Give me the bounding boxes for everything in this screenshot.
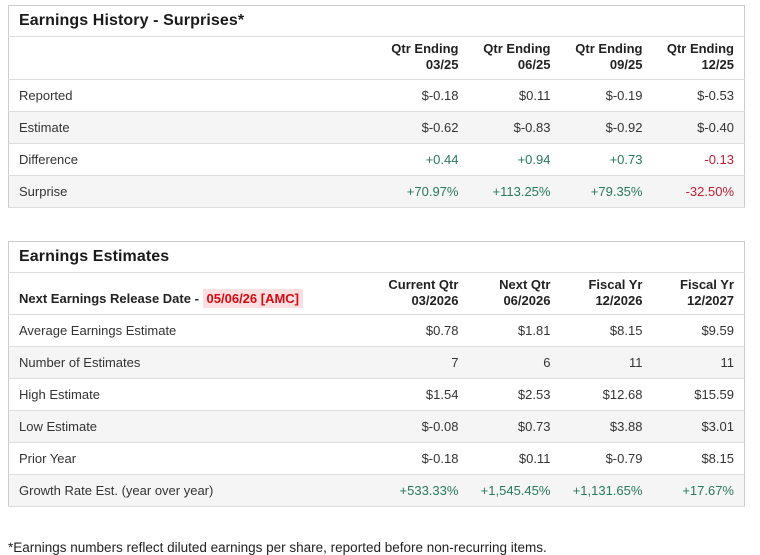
row-label: Average Earnings Estimate xyxy=(8,314,377,347)
table-row-number-of-estimates: Number of Estimates 7 6 11 11 xyxy=(8,346,745,379)
release-date-badge: 05/06/26 [AMC] xyxy=(202,289,304,308)
estimates-col-fiscal-yr-1: Fiscal Yr 12/2026 xyxy=(560,272,653,315)
history-header-spacer xyxy=(8,36,377,80)
cell-value: $12.68 xyxy=(560,378,653,411)
cell-value: +533.33% xyxy=(376,474,469,507)
row-label: Difference xyxy=(8,143,377,176)
cell-value: $-0.18 xyxy=(376,442,469,475)
row-label: Number of Estimates xyxy=(8,346,377,379)
cell-value: $3.88 xyxy=(560,410,653,443)
cell-value: -0.13 xyxy=(652,143,745,176)
cell-value: 11 xyxy=(652,346,745,379)
history-header-row: Qtr Ending 03/25 Qtr Ending 06/25 Qtr En… xyxy=(8,36,745,80)
cell-value: +79.35% xyxy=(560,175,653,208)
cell-value: $-0.40 xyxy=(652,111,745,144)
cell-value: $0.73 xyxy=(468,410,561,443)
earnings-history-table: Earnings History - Surprises* Qtr Ending… xyxy=(8,5,745,208)
table-row-average-estimate: Average Earnings Estimate $0.78 $1.81 $8… xyxy=(8,314,745,347)
cell-value: $-0.79 xyxy=(560,442,653,475)
row-label: Reported xyxy=(8,79,377,112)
cell-value: +0.73 xyxy=(560,143,653,176)
history-col-q2: Qtr Ending 06/25 xyxy=(468,36,561,80)
row-label: Low Estimate xyxy=(8,410,377,443)
cell-value: $-0.18 xyxy=(376,79,469,112)
cell-value: $8.15 xyxy=(652,442,745,475)
history-col-q4: Qtr Ending 12/25 xyxy=(652,36,745,80)
row-label: High Estimate xyxy=(8,378,377,411)
cell-value: 7 xyxy=(376,346,469,379)
cell-value: -32.50% xyxy=(652,175,745,208)
earnings-page: Earnings History - Surprises* Qtr Ending… xyxy=(8,5,745,555)
history-col-q3: Qtr Ending 09/25 xyxy=(560,36,653,80)
row-label: Prior Year xyxy=(8,442,377,475)
cell-value: $-0.92 xyxy=(560,111,653,144)
table-row-surprise: Surprise +70.97% +113.25% +79.35% -32.50… xyxy=(8,175,745,208)
estimates-header-row: Next Earnings Release Date - 05/06/26 [A… xyxy=(8,272,745,315)
table-row-high-estimate: High Estimate $1.54 $2.53 $12.68 $15.59 xyxy=(8,378,745,411)
cell-value: $9.59 xyxy=(652,314,745,347)
table-row-growth-rate: Growth Rate Est. (year over year) +533.3… xyxy=(8,474,745,507)
table-row-reported: Reported $-0.18 $0.11 $-0.19 $-0.53 xyxy=(8,79,745,112)
cell-value: $2.53 xyxy=(468,378,561,411)
earnings-footnote: *Earnings numbers reflect diluted earnin… xyxy=(8,540,547,555)
cell-value: +0.44 xyxy=(376,143,469,176)
row-label: Estimate xyxy=(8,111,377,144)
cell-value: +0.94 xyxy=(468,143,561,176)
cell-value: $15.59 xyxy=(652,378,745,411)
estimates-col-next-qtr: Next Qtr 06/2026 xyxy=(468,272,561,315)
cell-value: $1.54 xyxy=(376,378,469,411)
earnings-estimates-title: Earnings Estimates xyxy=(8,241,745,273)
cell-value: $3.01 xyxy=(652,410,745,443)
cell-value: $1.81 xyxy=(468,314,561,347)
cell-value: +17.67% xyxy=(652,474,745,507)
cell-value: +1,545.45% xyxy=(468,474,561,507)
history-col-q1: Qtr Ending 03/25 xyxy=(376,36,469,80)
cell-value: $8.15 xyxy=(560,314,653,347)
cell-value: +1,131.65% xyxy=(560,474,653,507)
table-row-prior-year: Prior Year $-0.18 $0.11 $-0.79 $8.15 xyxy=(8,442,745,475)
earnings-history-title: Earnings History - Surprises* xyxy=(8,5,745,37)
cell-value: $-0.83 xyxy=(468,111,561,144)
row-label: Growth Rate Est. (year over year) xyxy=(8,474,377,507)
cell-value: $-0.19 xyxy=(560,79,653,112)
cell-value: 6 xyxy=(468,346,561,379)
cell-value: 11 xyxy=(560,346,653,379)
cell-value: $-0.53 xyxy=(652,79,745,112)
earnings-estimates-table: Earnings Estimates Next Earnings Release… xyxy=(8,240,745,507)
next-earnings-release: Next Earnings Release Date - 05/06/26 [A… xyxy=(8,272,377,315)
table-row-estimate: Estimate $-0.62 $-0.83 $-0.92 $-0.40 xyxy=(8,111,745,144)
cell-value: +70.97% xyxy=(376,175,469,208)
cell-value: $-0.08 xyxy=(376,410,469,443)
cell-value: $0.11 xyxy=(468,442,561,475)
release-date-label: Next Earnings Release Date - xyxy=(19,291,203,306)
cell-value: +113.25% xyxy=(468,175,561,208)
table-row-low-estimate: Low Estimate $-0.08 $0.73 $3.88 $3.01 xyxy=(8,410,745,443)
estimates-col-fiscal-yr-2: Fiscal Yr 12/2027 xyxy=(652,272,745,315)
cell-value: $0.11 xyxy=(468,79,561,112)
cell-value: $-0.62 xyxy=(376,111,469,144)
table-row-difference: Difference +0.44 +0.94 +0.73 -0.13 xyxy=(8,143,745,176)
estimates-title-row: Earnings Estimates xyxy=(8,241,745,273)
history-title-row: Earnings History - Surprises* xyxy=(8,5,745,37)
cell-value: $0.78 xyxy=(376,314,469,347)
row-label: Surprise xyxy=(8,175,377,208)
estimates-col-current-qtr: Current Qtr 03/2026 xyxy=(376,272,469,315)
